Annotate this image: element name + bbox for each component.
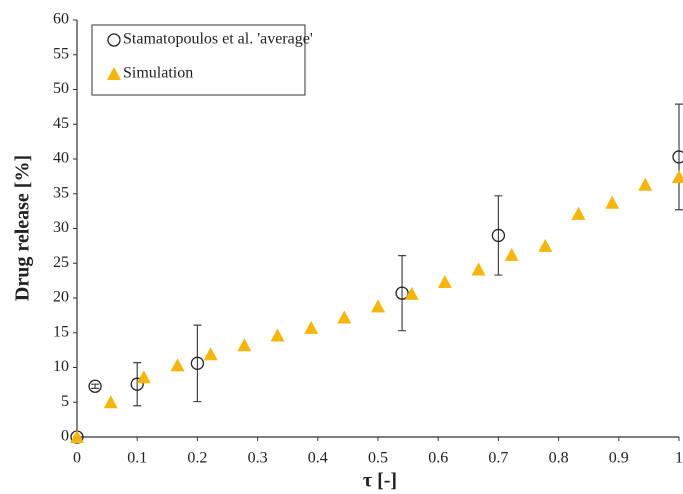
y-tick-label: 60 bbox=[53, 11, 69, 28]
x-tick-label: 0.6 bbox=[428, 450, 448, 467]
data-point bbox=[136, 370, 151, 384]
data-point bbox=[190, 356, 205, 370]
y-tick-label: 15 bbox=[53, 323, 69, 340]
data-point bbox=[70, 430, 84, 443]
error-bar bbox=[133, 362, 142, 407]
error-bar bbox=[91, 383, 100, 389]
x-tick-label: 0.4 bbox=[308, 450, 328, 467]
x-tick-label: 1 bbox=[675, 450, 683, 467]
y-tick-label: 50 bbox=[53, 80, 69, 97]
y-tick-label: 45 bbox=[53, 115, 69, 132]
x-tick-label: 0.3 bbox=[248, 450, 268, 467]
data-point bbox=[395, 286, 409, 300]
legend-label: Simulation bbox=[123, 65, 193, 82]
data-point bbox=[538, 238, 553, 252]
legend-marker bbox=[107, 33, 121, 47]
data-point bbox=[270, 328, 285, 342]
y-tick-label: 35 bbox=[53, 184, 69, 201]
error-bar bbox=[193, 324, 202, 403]
y-tick-label: 30 bbox=[53, 219, 69, 236]
legend-box bbox=[91, 24, 306, 96]
y-tick-label: 25 bbox=[53, 254, 69, 271]
data-point bbox=[672, 170, 683, 184]
data-point bbox=[571, 206, 586, 220]
data-point bbox=[237, 338, 252, 352]
data-point bbox=[437, 275, 452, 289]
data-point bbox=[638, 177, 653, 191]
data-point bbox=[337, 310, 352, 324]
y-tick-label: 55 bbox=[53, 45, 69, 62]
data-point bbox=[170, 358, 185, 372]
data-point bbox=[672, 150, 683, 164]
error-bar bbox=[675, 103, 683, 211]
error-bar bbox=[398, 255, 407, 332]
y-tick-label: 10 bbox=[53, 358, 69, 375]
y-axis-label: Drug release [%] bbox=[12, 155, 34, 301]
data-point bbox=[491, 228, 506, 243]
data-point bbox=[103, 395, 118, 409]
y-tick-label: 0 bbox=[61, 428, 69, 445]
data-point bbox=[130, 377, 144, 391]
data-point bbox=[304, 320, 319, 334]
data-point bbox=[605, 195, 620, 209]
data-point bbox=[203, 347, 218, 361]
y-tick-label: 20 bbox=[53, 289, 69, 306]
x-tick-label: 0.8 bbox=[549, 450, 569, 467]
legend-marker bbox=[107, 67, 121, 80]
data-point bbox=[504, 247, 519, 261]
data-point bbox=[371, 299, 385, 313]
y-tick-label: 5 bbox=[61, 393, 69, 410]
x-axis-label: τ [-] bbox=[363, 470, 397, 492]
x-tick-label: 0.1 bbox=[127, 450, 147, 467]
error-bar bbox=[494, 195, 503, 276]
legend-label: Stamatopoulos et al. 'average' bbox=[123, 31, 313, 48]
x-tick-label: 0.9 bbox=[609, 450, 629, 467]
data-point bbox=[88, 379, 102, 393]
x-tick-label: 0.7 bbox=[488, 450, 508, 467]
x-tick-label: 0.2 bbox=[187, 450, 207, 467]
data-point bbox=[471, 262, 486, 276]
x-tick-label: 0.5 bbox=[368, 450, 388, 467]
x-tick-label: 0 bbox=[73, 450, 81, 467]
y-tick-label: 40 bbox=[53, 150, 69, 167]
data-point bbox=[404, 286, 419, 300]
